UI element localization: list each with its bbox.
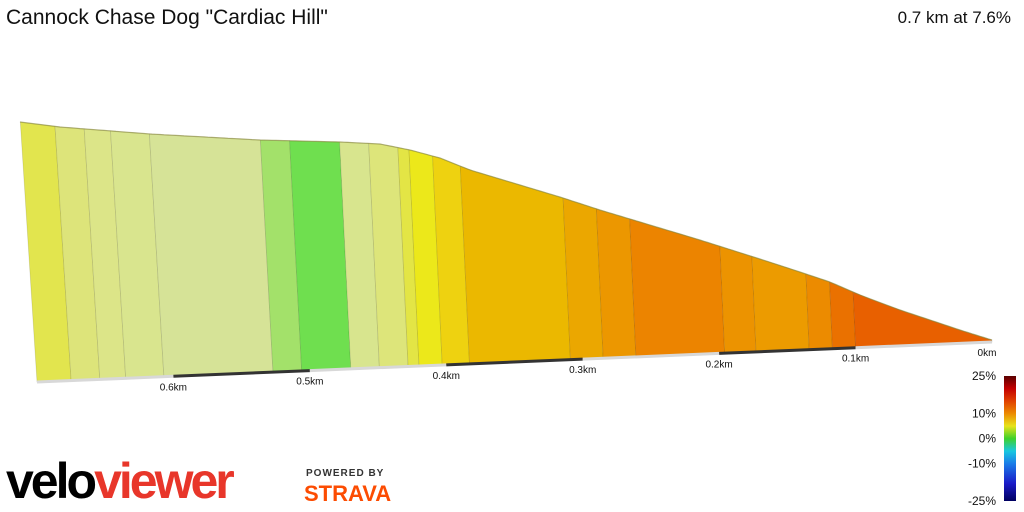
baseline-band xyxy=(36,374,174,384)
legend-label: 10% xyxy=(972,407,996,421)
x-tick-label: 0km xyxy=(978,348,997,359)
legend-label: 0% xyxy=(979,432,997,446)
gradient-segment xyxy=(719,245,757,354)
powered-by-label: POWERED BY xyxy=(306,468,385,479)
x-tick-label: 0.1km xyxy=(842,354,869,365)
chart-title: Cannock Chase Dog "Cardiac Hill" xyxy=(6,6,328,29)
gradient-segment xyxy=(805,273,833,351)
x-tick-label: 0.5km xyxy=(296,377,323,388)
gradient-segment xyxy=(148,133,274,378)
climb-summary: 0.7 km at 7.6% xyxy=(897,8,1011,27)
gradient-segments xyxy=(19,121,993,383)
baseline-band xyxy=(309,363,447,373)
legend-label: -25% xyxy=(968,494,996,508)
profile-outline xyxy=(19,121,993,341)
logo-velo-text: velo xyxy=(6,453,97,509)
logo-viewer-text: viewer xyxy=(94,453,235,509)
baseline-band xyxy=(173,369,310,378)
strava-logo: STRAVA xyxy=(304,481,392,506)
gradient-segment xyxy=(629,218,726,358)
baseline-band xyxy=(582,351,720,361)
distance-ticks: 0km 0.1km 0.2km 0.3km 0.4km 0.5km 0.6km xyxy=(160,348,997,393)
baseline-band xyxy=(855,340,993,350)
distance-baseline xyxy=(36,340,993,384)
baseline-band xyxy=(446,357,583,367)
legend-label: -10% xyxy=(968,457,996,471)
legend-label: 25% xyxy=(972,369,996,383)
x-tick-label: 0.3km xyxy=(569,365,596,376)
baseline-band xyxy=(719,346,856,355)
x-tick-label: 0.6km xyxy=(160,382,187,393)
x-tick-label: 0.4km xyxy=(433,371,460,382)
legend-color-bar xyxy=(1004,376,1016,501)
gradient-segment xyxy=(751,255,810,353)
x-tick-label: 0.2km xyxy=(705,359,732,370)
gradient-legend: 25% 10% 0% -10% -25% xyxy=(968,369,1016,508)
